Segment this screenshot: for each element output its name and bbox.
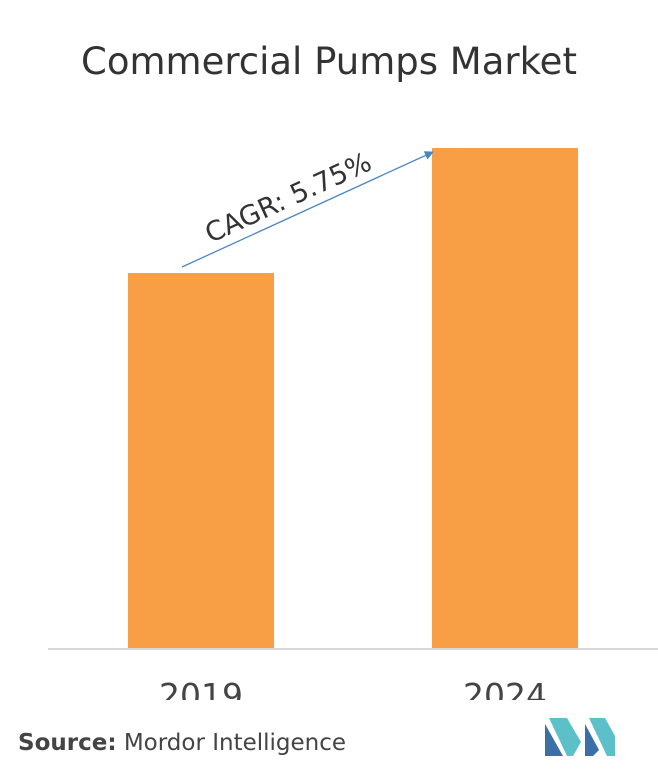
source-name: Mordor Intelligence [123, 730, 347, 756]
x-tick-label-2019: 2019 [159, 676, 243, 700]
tick-labels-layer: 2019 2024 [159, 676, 547, 700]
x-tick-label-2024: 2024 [463, 676, 547, 700]
bar-2024 [432, 148, 578, 648]
mordor-intelligence-logo-icon [545, 718, 615, 756]
bar-chart: 2019 2024 CAGR: 5.75% [48, 147, 658, 700]
cagr-arrow [181, 151, 434, 268]
cagr-annotation: CAGR: 5.75% [201, 147, 377, 250]
chart-title: Commercial Pumps Market [81, 40, 577, 83]
source-label: Source: [18, 730, 117, 756]
source-text: Source: Mordor Intelligence [18, 730, 346, 756]
bars-layer [128, 148, 578, 648]
bar-2019 [128, 273, 274, 648]
